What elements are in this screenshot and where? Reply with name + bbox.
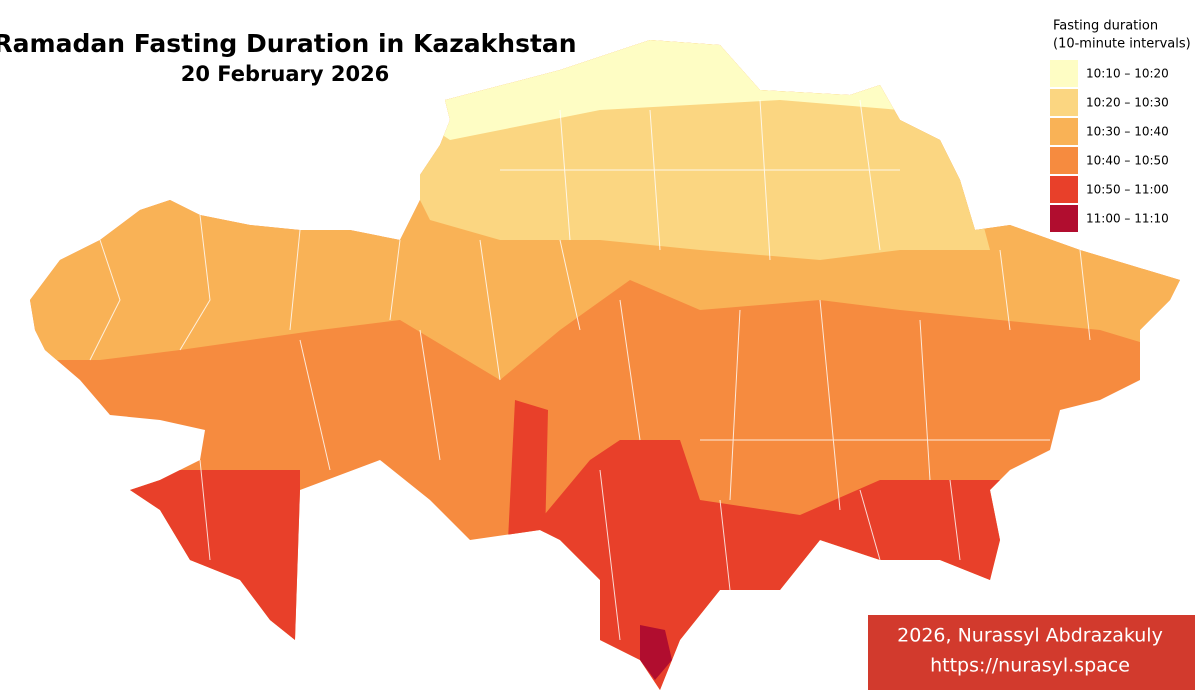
region-zone bbox=[508, 400, 548, 540]
legend-label: 10:30 – 10:40 bbox=[1086, 125, 1169, 139]
map-subtitle: 20 February 2026 bbox=[181, 62, 390, 86]
region-zone bbox=[410, 100, 990, 260]
legend-swatch bbox=[1050, 89, 1078, 116]
credits-box bbox=[868, 615, 1195, 690]
region-zone bbox=[640, 625, 672, 680]
credit-line: https://nurasyl.space bbox=[930, 655, 1130, 677]
legend-label: 10:20 – 10:30 bbox=[1086, 96, 1169, 110]
legend-swatch bbox=[1050, 118, 1078, 145]
legend-swatch bbox=[1050, 176, 1078, 203]
legend-label: 10:40 – 10:50 bbox=[1086, 154, 1169, 168]
legend-title: Fasting duration bbox=[1053, 19, 1158, 34]
region-zone bbox=[420, 40, 1000, 140]
legend-swatch bbox=[1050, 147, 1078, 174]
legend-swatch bbox=[1050, 60, 1078, 87]
legend-title: (10-minute intervals) bbox=[1053, 37, 1191, 52]
region-zone bbox=[100, 470, 300, 690]
legend: Fasting duration (10-minute intervals) 10:… bbox=[1050, 19, 1191, 232]
map-title: Ramadan Fasting Duration in Kazakhstan bbox=[0, 29, 577, 58]
legend-label: 10:50 – 11:00 bbox=[1086, 183, 1169, 197]
legend-label: 11:00 – 11:10 bbox=[1086, 212, 1169, 226]
credit-line: 2026, Nurassyl Abdrazakuly bbox=[897, 625, 1163, 647]
legend-label: 10:10 – 10:20 bbox=[1086, 67, 1169, 81]
region-borders bbox=[89, 99, 1091, 641]
legend-swatch bbox=[1050, 205, 1078, 232]
